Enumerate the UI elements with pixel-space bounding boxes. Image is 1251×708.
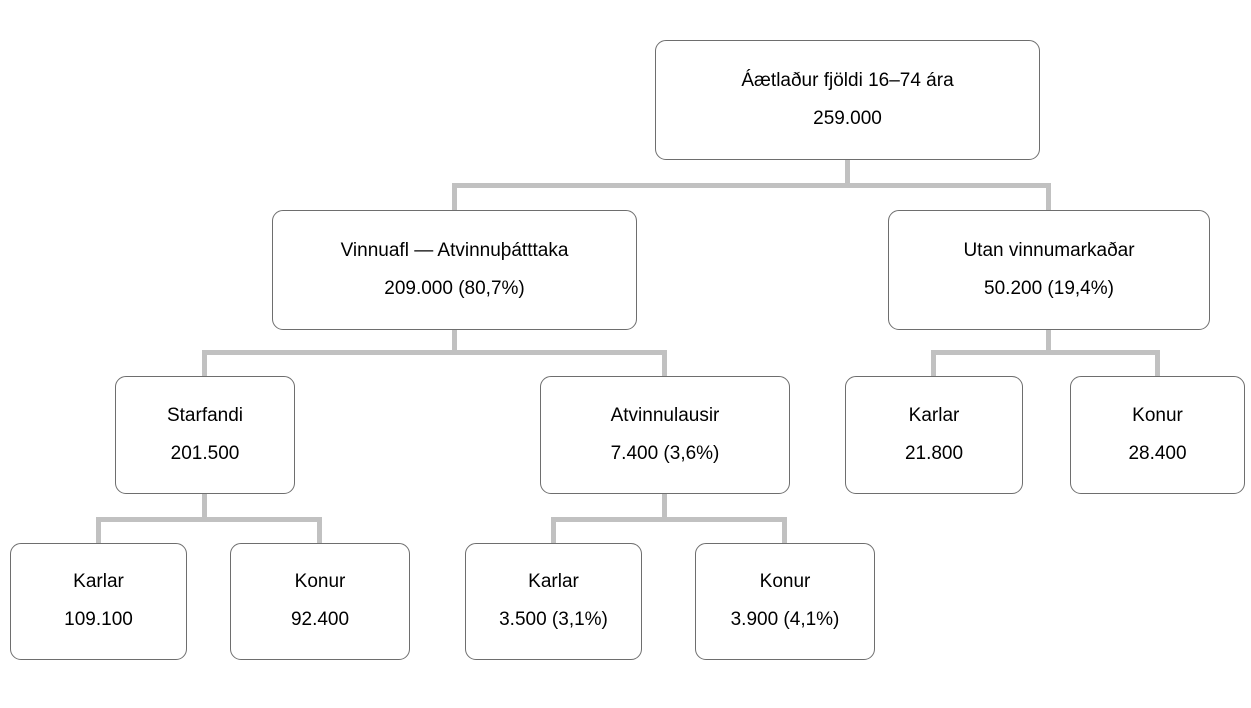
connector-root-stem [845,159,850,185]
connector-utan-konur-stub [1155,350,1160,376]
node-value: 3.500 (3,1%) [499,609,608,630]
connector-starfandi-konur-stub [317,517,322,543]
node-value: 109.100 [64,609,133,630]
connector-starfandi-karlar-stub [96,517,101,543]
node-value: 201.500 [170,442,240,464]
node-unemployed: Atvinnulausir 7.400 (3,6%) [540,376,790,494]
node-label: Atvinnulausir [610,404,720,426]
connector-utan-stub [1046,183,1051,210]
node-outside-women: Konur 28.400 [1070,376,1245,494]
node-label: Utan vinnumarkaðar [963,239,1135,261]
connector-utan-bar [931,350,1160,355]
node-labour-force: Vinnuafl — Atvinnuþátttaka 209.000 (80,7… [272,210,637,330]
node-value: 21.800 [904,442,964,464]
node-label: Konur [294,571,346,593]
node-value: 209.000 (80,7%) [384,277,525,299]
node-label: Konur [759,571,811,593]
connector-atvinnulausir-bar [551,517,787,522]
node-outside-men: Karlar 21.800 [845,376,1023,494]
node-value: 3.900 (4,1%) [730,609,840,630]
node-employed-men: Karlar 109.100 [10,543,187,660]
node-label: Karlar [908,404,960,426]
node-value: 92.400 [290,609,350,630]
connector-utan-karlar-stub [931,350,936,376]
connector-atvinnulausir-stem [662,494,667,519]
connector-atvinnulausir-konur-stub [782,517,787,543]
node-value: 259.000 [813,107,882,129]
node-unemployed-men: Karlar 3.500 (3,1%) [465,543,642,660]
connector-vinnuafl-stub [452,183,457,210]
node-employed: Starfandi 201.500 [115,376,295,494]
connector-atvinnulausir-stub [662,350,667,376]
connector-vinnuafl-bar [202,350,667,355]
connector-utan-stem [1046,329,1051,352]
node-value: 28.400 [1128,442,1187,464]
node-value: 7.400 (3,6%) [610,442,720,464]
node-employed-women: Konur 92.400 [230,543,410,660]
node-value: 50.200 (19,4%) [984,277,1114,299]
node-unemployed-women: Konur 3.900 (4,1%) [695,543,875,660]
node-label: Karlar [73,571,124,593]
node-label: Vinnuafl — Atvinnuþátttaka [340,239,569,261]
connector-starfandi-stub [202,350,207,376]
connector-starfandi-bar [96,517,322,522]
connector-root-bar [452,183,1051,188]
connector-vinnuafl-stem [452,329,457,352]
connector-starfandi-stem [202,494,207,519]
node-label: Starfandi [166,404,244,426]
node-label: Karlar [528,571,579,593]
node-total-population: Áætlaður fjöldi 16–74 ára 259.000 [655,40,1040,160]
connector-atvinnulausir-karlar-stub [551,517,556,543]
node-label: Áætlaður fjöldi 16–74 ára [741,69,954,91]
node-label: Konur [1132,404,1183,426]
node-outside-labour-market: Utan vinnumarkaðar 50.200 (19,4%) [888,210,1210,330]
